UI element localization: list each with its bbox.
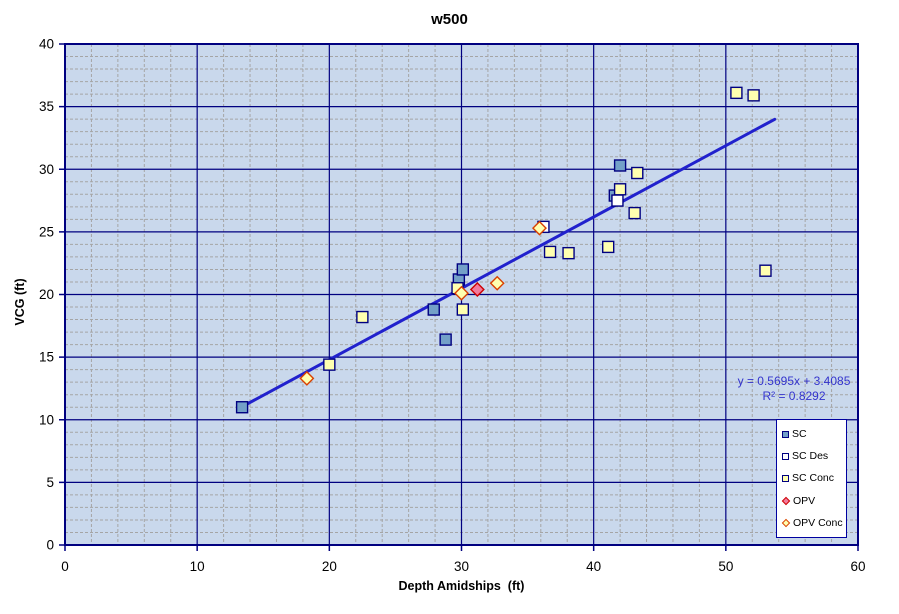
x-tick-label: 50 <box>718 559 733 574</box>
legend-label: SC Des <box>792 450 829 463</box>
point-sc-conc[interactable] <box>759 264 772 277</box>
point-sc-conc[interactable] <box>628 206 641 220</box>
legend-item-opv[interactable]: OPV <box>781 494 844 507</box>
legend-label: SC Conc <box>792 472 835 485</box>
point-sc-conc[interactable] <box>730 86 743 100</box>
point-opv-conc[interactable] <box>531 220 547 236</box>
y-tick-label: 15 <box>39 350 54 365</box>
point-opv[interactable] <box>469 282 485 297</box>
legend-item-sc[interactable]: SC <box>782 428 844 440</box>
point-sc-conc[interactable] <box>456 303 470 316</box>
point-sc[interactable] <box>439 333 452 346</box>
y-tick-label: 5 <box>46 475 54 490</box>
chart-title: w500 <box>431 11 468 28</box>
r-squared-line: R² = 0.8292 <box>762 389 826 403</box>
legend-label: SC <box>792 428 807 441</box>
point-sc[interactable] <box>427 303 440 316</box>
legend-marker-square-sc-conc <box>782 474 789 482</box>
x-tick-label: 10 <box>190 559 205 574</box>
point-sc-conc[interactable] <box>613 183 627 196</box>
legend-marker-square-sc <box>782 430 789 438</box>
y-tick-label: 20 <box>39 287 54 302</box>
point-opv-conc[interactable] <box>489 275 505 291</box>
x-tick-label: 0 <box>61 559 69 574</box>
y-tick-label: 0 <box>46 538 54 553</box>
point-sc-conc[interactable] <box>323 358 336 371</box>
x-tick-label: 60 <box>850 559 865 574</box>
point-sc-conc[interactable] <box>631 166 644 180</box>
point-opv-conc[interactable] <box>454 285 469 301</box>
legend-label: OPV <box>793 494 816 507</box>
y-axis-title: VCG (ft) <box>13 278 27 326</box>
y-tick-label: 30 <box>39 162 54 177</box>
y-tick-label: 25 <box>39 224 54 239</box>
y-tick-label: 35 <box>39 99 54 114</box>
legend-label: OPV Conc <box>793 516 843 529</box>
legend-item-opv-conc[interactable]: OPV Conc <box>781 516 844 529</box>
x-tick-label: 20 <box>322 559 337 574</box>
legend-item-sc-conc[interactable]: SC Conc <box>782 472 844 484</box>
point-sc[interactable] <box>613 159 627 172</box>
x-tick-label: 40 <box>586 559 601 574</box>
legend-marker-square-sc-des <box>782 452 789 460</box>
point-sc-conc[interactable] <box>602 240 615 254</box>
point-sc-des[interactable] <box>611 194 624 207</box>
point-sc[interactable] <box>456 263 470 276</box>
equation-line: y = 0.5695x + 3.4085 <box>737 374 851 388</box>
point-sc-conc[interactable] <box>562 246 575 260</box>
point-sc[interactable] <box>235 401 249 414</box>
x-axis-title: Depth Amidships (ft) <box>398 579 525 593</box>
x-tick-label: 30 <box>454 559 469 574</box>
y-tick-label: 10 <box>39 412 54 427</box>
legend-marker-diamond-opv <box>781 496 791 505</box>
y-tick-label: 40 <box>39 37 54 52</box>
point-opv-conc[interactable] <box>299 370 315 386</box>
legend-item-sc-des[interactable]: SC Des <box>782 450 844 462</box>
point-sc-conc[interactable] <box>747 89 760 102</box>
point-sc-conc[interactable] <box>543 245 557 259</box>
legend[interactable]: SC SC Des SC Conc OPV OPV Conc <box>776 419 847 538</box>
legend-marker-diamond-opv-conc <box>781 518 791 528</box>
trendline-equation[interactable]: y = 0.5695x + 3.4085 R² = 0.8292 <box>723 374 865 404</box>
point-sc-conc[interactable] <box>356 310 369 324</box>
